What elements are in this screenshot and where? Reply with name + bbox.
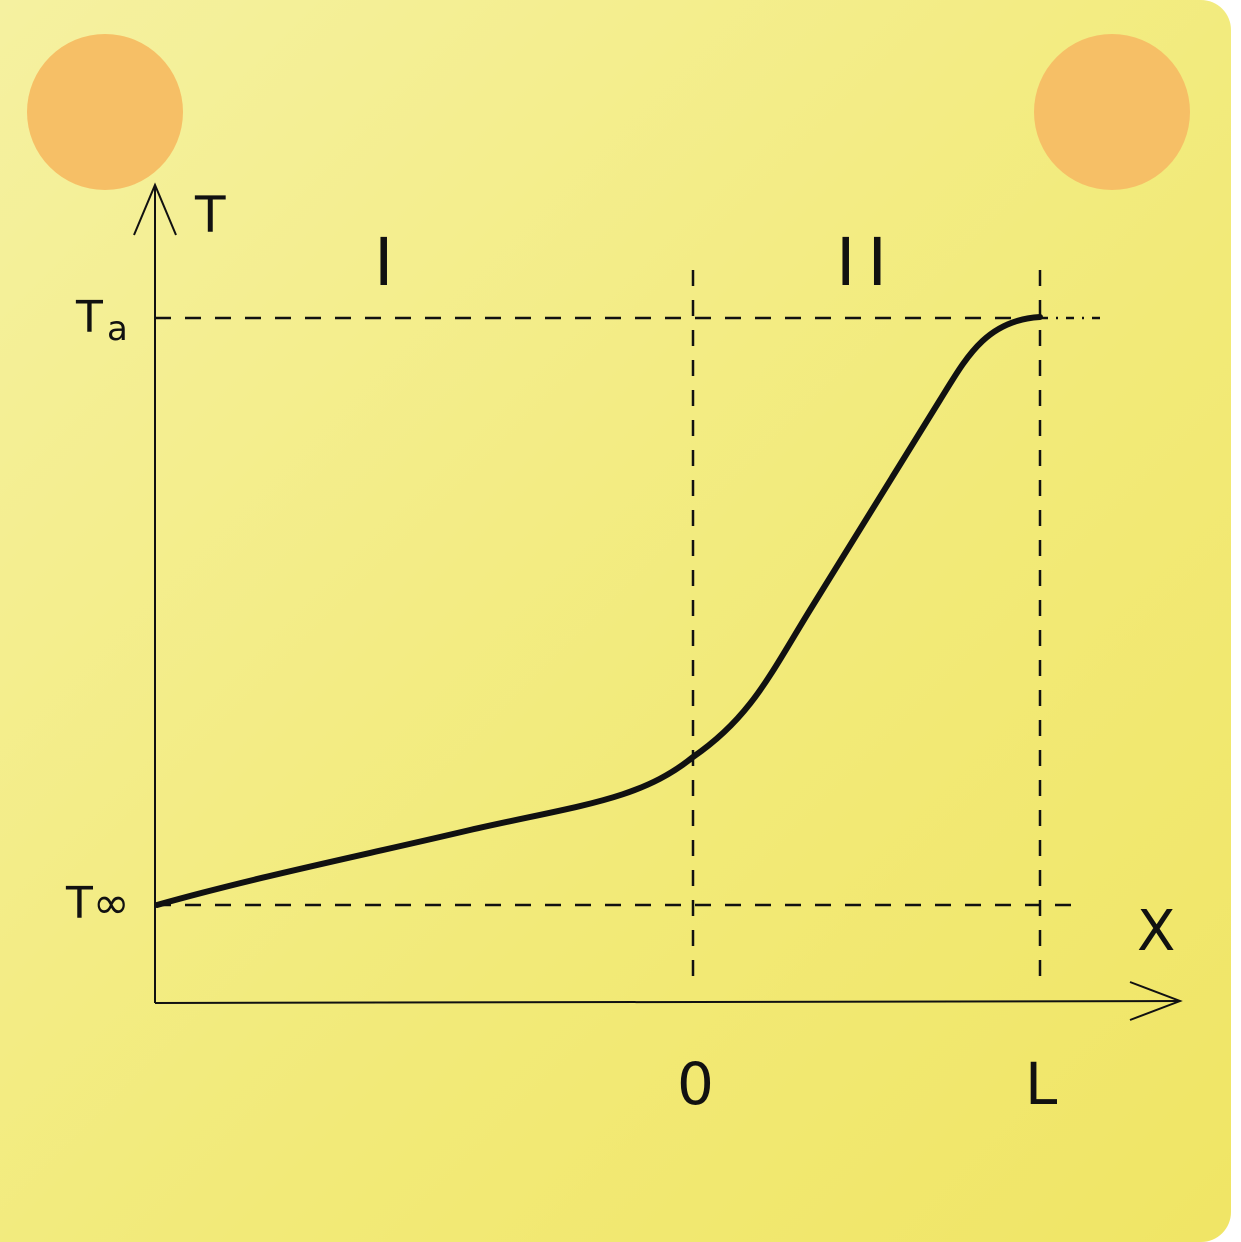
y-axis-arrowhead [133,182,177,236]
temperature-curve [154,314,1043,908]
tick-label-ta: T [75,292,103,343]
tick-label-x-l: L [1025,1050,1057,1118]
tick-label-t-infinity: T∞ [65,878,130,929]
tick-label-x-origin: 0 [677,1050,714,1118]
decorative-dot-left [27,34,183,190]
region-label-right: II [836,224,899,301]
x-axis-label: X [1137,899,1175,964]
y-axis-label: T [194,186,226,244]
decorative-dot-right [1034,34,1190,190]
tick-label-ta-subscript: a [107,309,128,349]
x-axis-arrowhead [1129,981,1183,1021]
x-axis [154,1000,1181,1004]
region-label-left: I [374,224,393,301]
